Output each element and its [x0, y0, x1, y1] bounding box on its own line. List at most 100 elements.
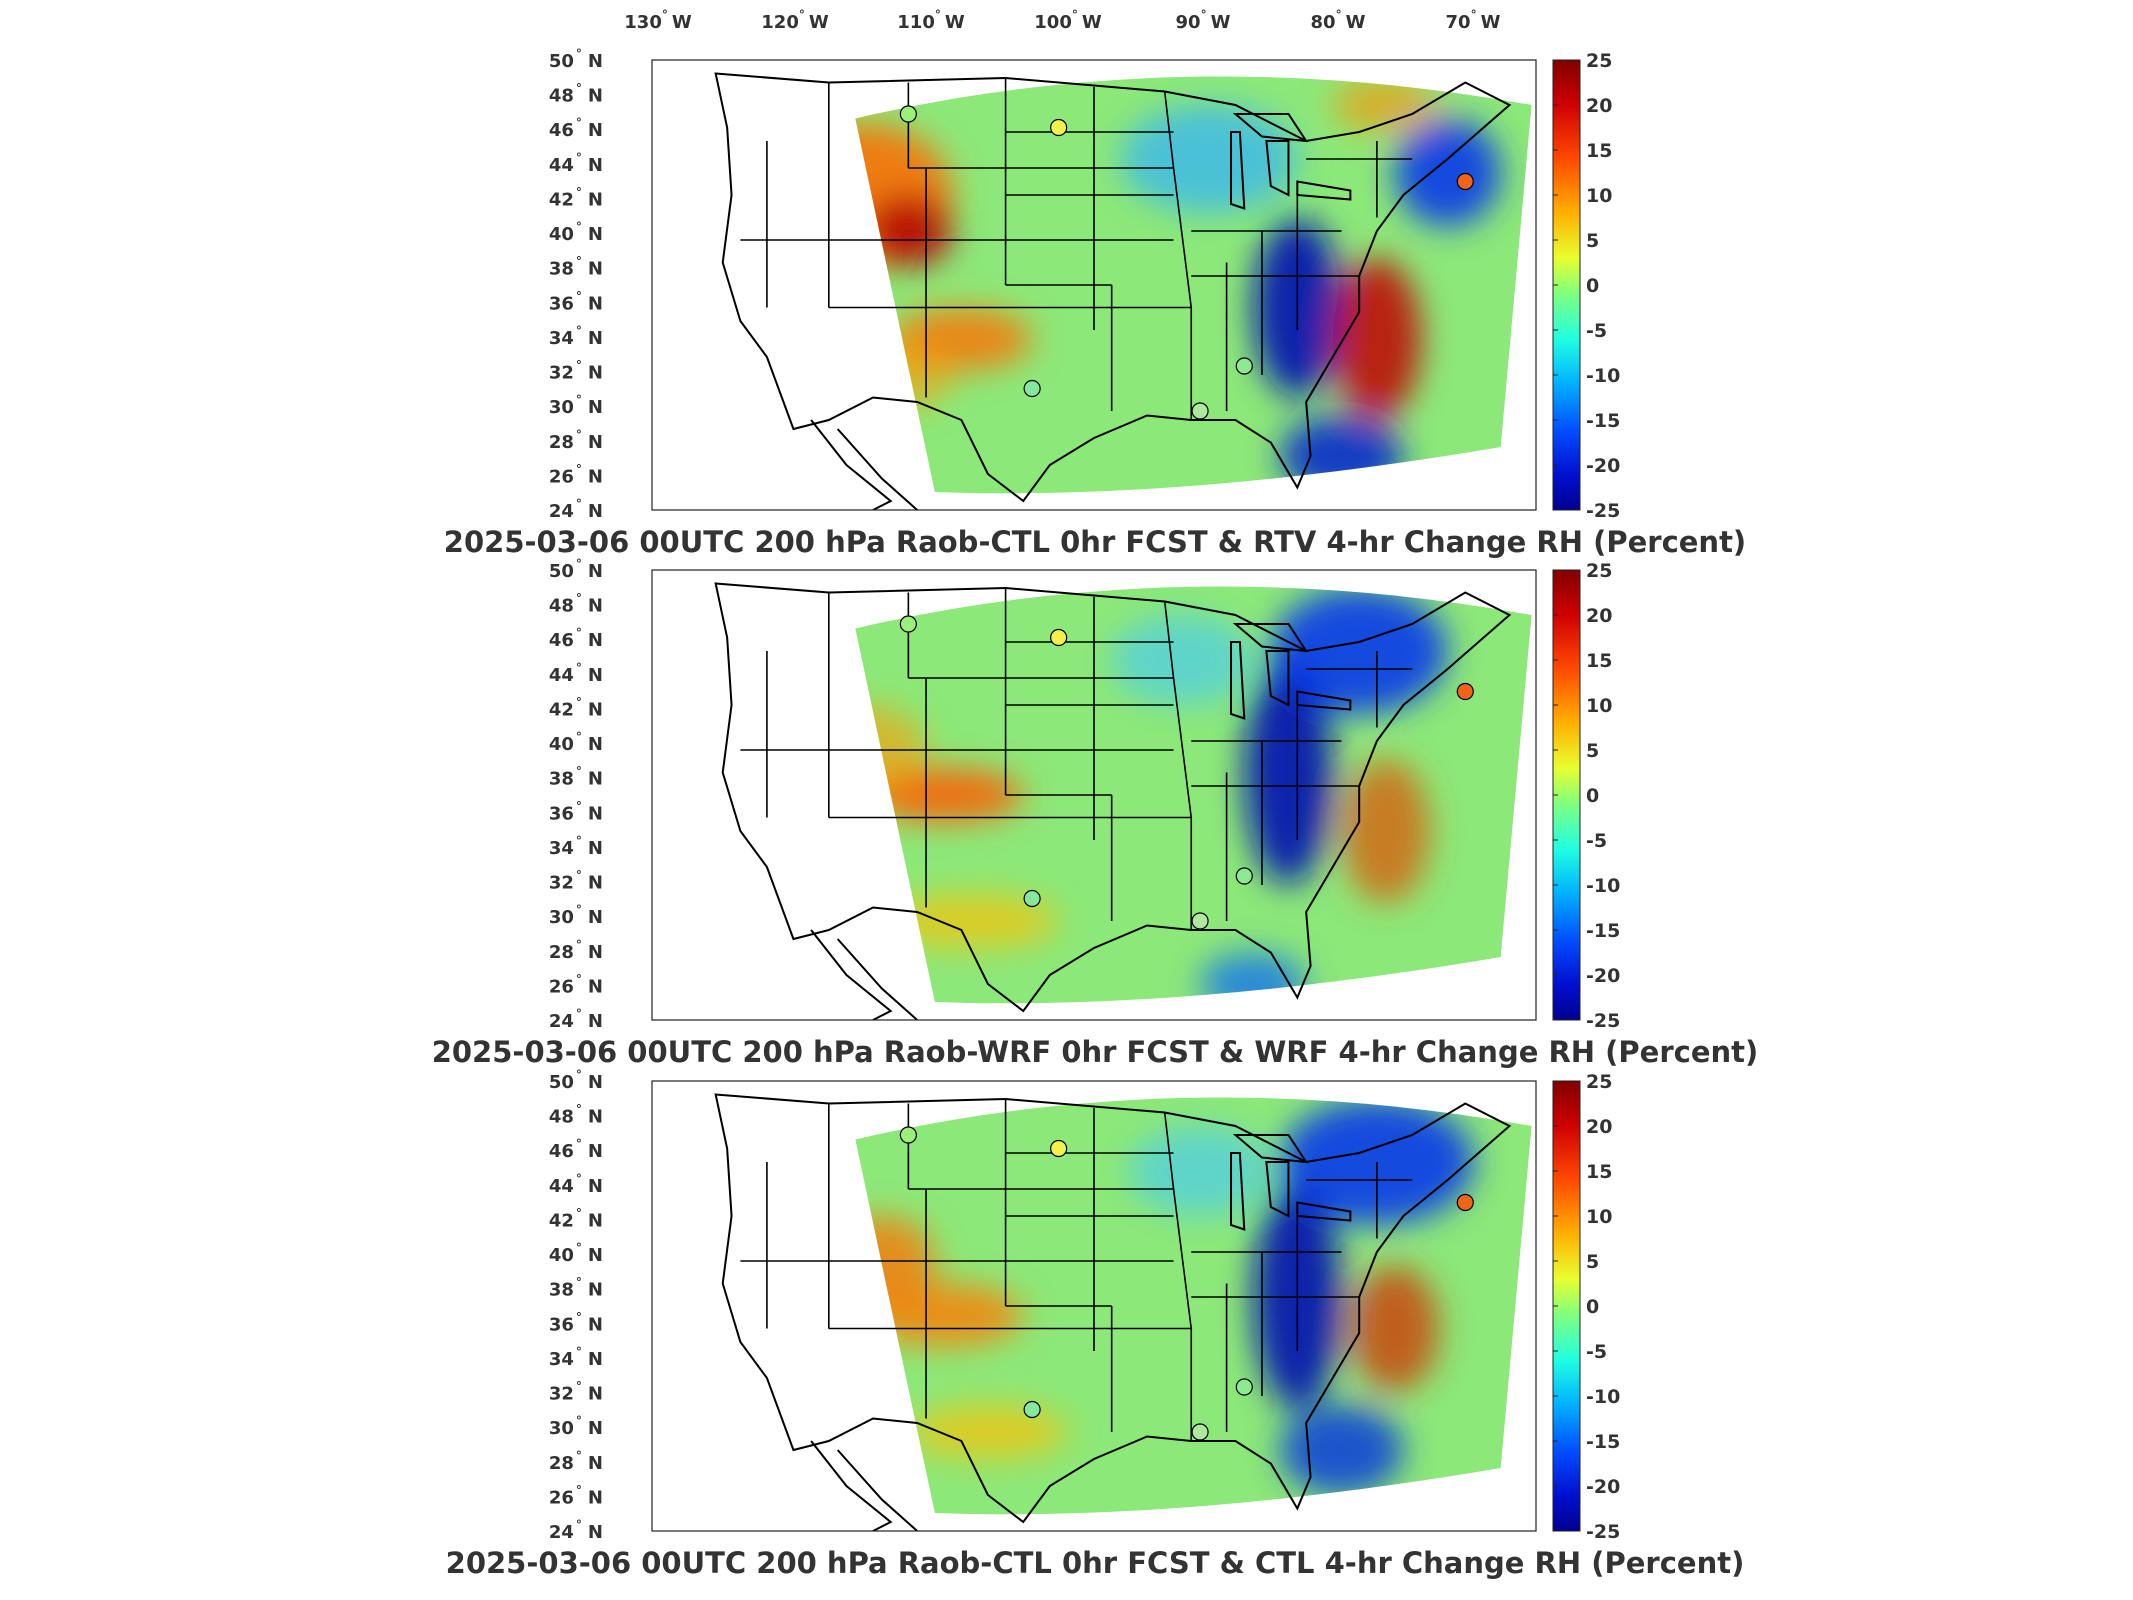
colorbar-tick-label: -15 [1586, 920, 1620, 942]
lat-degree: 48 [549, 596, 574, 617]
coastline [714, 72, 1512, 503]
degree-symbol: ° [576, 82, 582, 96]
degree-symbol: ° [576, 1380, 582, 1394]
baja-coast [810, 1440, 893, 1531]
lat-hemisphere: N [588, 1384, 603, 1405]
raob-station-marker [1023, 1400, 1041, 1419]
colorbar-tick-label: 25 [1586, 1071, 1612, 1093]
lat-hemisphere: N [588, 1141, 603, 1162]
degree-symbol: ° [576, 324, 582, 338]
lat-degree: 44 [549, 665, 574, 686]
lat-degree: 40 [549, 1245, 574, 1266]
lat-degree: 42 [549, 1210, 574, 1231]
lat-hemisphere: N [588, 803, 603, 824]
degree-symbol: ° [576, 359, 582, 373]
lat-degree: 50 [549, 561, 574, 582]
lon-degree: 120 [761, 12, 799, 33]
lat-hemisphere: N [588, 942, 603, 963]
lat-label: 48 ° N [549, 82, 603, 107]
state-border [1172, 1188, 1193, 1329]
lat-label: 44 ° N [549, 151, 603, 176]
colorbar-tick-label: 15 [1586, 650, 1612, 672]
coastline [714, 1093, 1512, 1524]
panels: 50 ° N48 ° N46 ° N44 ° N42 ° N40 ° N38 ° N36 ° N34 ° N32 ° N… [432, 47, 1759, 1580]
great-lake [1230, 1152, 1246, 1231]
great-lake [1230, 131, 1246, 210]
lat-hemisphere: N [588, 873, 603, 894]
panel-title: 2025-03-06 00UTC 200 hPa Raob-CTL 0hr FC… [446, 1546, 1745, 1580]
degree-symbol: ° [576, 834, 582, 848]
raob-station-marker [1235, 357, 1253, 375]
lat-hemisphere: N [588, 1280, 603, 1301]
degree-symbol: ° [1072, 8, 1078, 22]
lat-hemisphere: N [588, 293, 603, 314]
lat-hemisphere: N [588, 466, 603, 487]
colorbar-tick-label: -10 [1586, 1386, 1620, 1408]
lat-hemisphere: N [588, 1487, 603, 1508]
lat-hemisphere: N [588, 224, 603, 245]
lat-hemisphere: N [588, 838, 603, 859]
degree-symbol: ° [576, 151, 582, 165]
rh-anomaly [1120, 105, 1298, 213]
degree-symbol: ° [576, 626, 582, 640]
degree-symbol: ° [576, 1345, 582, 1359]
rh-anomaly [1332, 258, 1422, 420]
lon-hemisphere: W [672, 12, 692, 33]
baja-coast [810, 929, 893, 1020]
degree-symbol: ° [576, 1068, 582, 1082]
lat-degree: 28 [549, 432, 574, 453]
degree-symbol: ° [576, 869, 582, 883]
great-lake [1296, 690, 1352, 711]
colorbar-tick-label: 20 [1586, 1116, 1612, 1138]
longitude-labels: 130° W 120° W 110° W 100° W 90° W 80° W 70° W [624, 8, 1500, 33]
lat-label: 26 ° N [549, 462, 603, 487]
lat-label: 30 ° N [549, 903, 603, 928]
lon-label: 80° W [1311, 8, 1366, 33]
lon-hemisphere: W [1481, 12, 1501, 33]
lat-label: 28 ° N [549, 938, 603, 963]
coastline [714, 582, 1512, 1013]
colorbar-tick-label: -5 [1586, 1341, 1607, 1363]
lat-hemisphere: N [588, 1210, 603, 1231]
lat-label: 38 ° N [549, 1276, 603, 1301]
great-lake [1265, 140, 1290, 197]
map-frame [651, 1080, 1537, 1532]
raob-station-marker [1050, 628, 1068, 647]
great-lake [1232, 623, 1309, 653]
rh-anomaly [1341, 759, 1430, 903]
lat-hemisphere: N [588, 976, 603, 997]
lat-degree: 30 [549, 1418, 574, 1439]
lon-degree: 100 [1034, 12, 1072, 33]
lat-label: 36 ° N [549, 799, 603, 824]
degree-symbol: ° [576, 393, 582, 407]
degree-symbol: ° [576, 730, 582, 744]
lat-label: 32 ° N [549, 1380, 603, 1405]
lat-hemisphere: N [588, 189, 603, 210]
degree-symbol: ° [576, 289, 582, 303]
raob-station-marker [1191, 402, 1209, 420]
lat-label: 46 ° N [549, 626, 603, 651]
colorbar-tick-label: 10 [1586, 695, 1612, 717]
lat-degree: 38 [549, 259, 574, 280]
lon-degree: 130 [624, 12, 662, 33]
map-frame [651, 569, 1537, 1021]
degree-symbol: ° [576, 1414, 582, 1428]
colorbar-tick-label: -10 [1586, 365, 1620, 387]
degree-symbol: ° [576, 1483, 582, 1497]
raob-station-marker [1050, 118, 1068, 137]
degree-symbol: ° [576, 661, 582, 675]
colorbar-tick-label: -5 [1586, 830, 1607, 852]
lat-hemisphere: N [588, 1011, 603, 1032]
lat-degree: 50 [549, 51, 574, 72]
lat-degree: 36 [549, 803, 574, 824]
lat-hemisphere: N [588, 734, 603, 755]
degree-symbol: ° [576, 938, 582, 952]
great-lake [1296, 180, 1352, 201]
degree-symbol: ° [935, 8, 941, 22]
lat-degree: 50 [549, 1072, 574, 1093]
lat-label: 24 ° N [549, 497, 603, 522]
lat-label: 30 ° N [549, 393, 603, 418]
lat-degree: 24 [549, 1522, 574, 1543]
lon-hemisphere: W [1082, 12, 1102, 33]
colorbar-tick-label: 5 [1586, 740, 1599, 762]
